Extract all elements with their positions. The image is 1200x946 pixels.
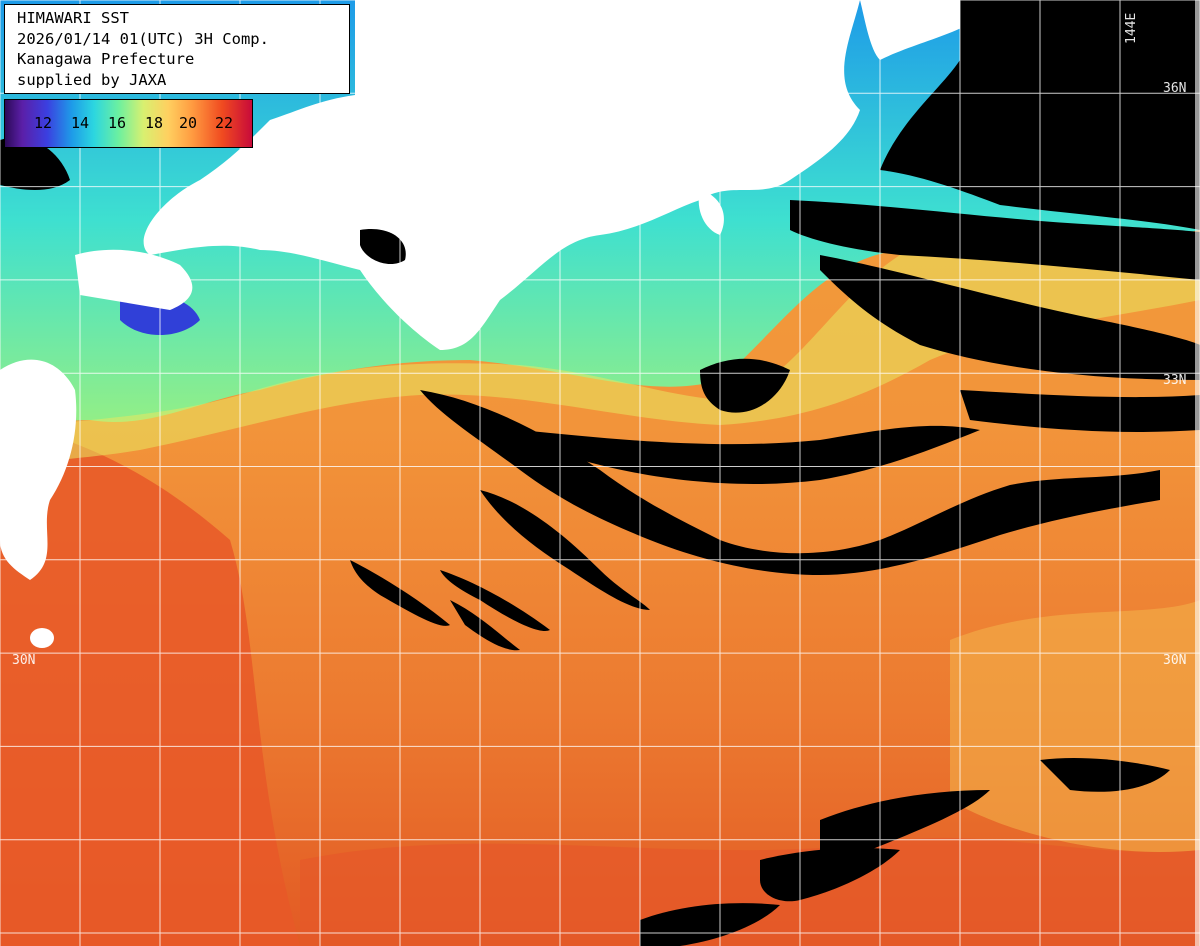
- cloud-streak-2: [440, 570, 550, 631]
- lat-label-33-left: 33: [12, 373, 28, 388]
- cloud-east-band-3: [960, 390, 1200, 432]
- cloud-southeast: [1040, 758, 1170, 792]
- lat-label-36n: 36N: [1163, 81, 1187, 96]
- lat-label-33n-right: 33N: [1163, 373, 1187, 388]
- color-scale-legend: 12 14 16 18 20 22: [4, 99, 253, 148]
- product-title: HIMAWARI SST: [17, 9, 129, 27]
- south-east-warm: [950, 600, 1200, 852]
- cloud-mid-band-1: [420, 390, 1160, 575]
- lat-label-30n-left: 30N: [12, 653, 36, 668]
- cloud-bay: [700, 358, 790, 413]
- cloud-west-edge: [0, 137, 70, 190]
- land-izu: [698, 190, 724, 235]
- info-box: HIMAWARI SST 2026/01/14 01(UTC) 3H Comp.…: [4, 4, 350, 94]
- legend-tick-18: 18: [144, 114, 164, 132]
- south-red-band: [300, 837, 1200, 946]
- lon-label-144e: 144E: [1124, 12, 1139, 44]
- cloud-south-2: [760, 848, 900, 902]
- cloud-south-1: [820, 790, 990, 865]
- right-edge: [1195, 0, 1200, 946]
- cloud-south-3: [640, 903, 780, 946]
- land-kyushu: [0, 359, 77, 580]
- kuroshio-red-band: [0, 420, 300, 946]
- cloud-mid-band-2: [520, 425, 980, 485]
- cloud-east-band-2: [820, 255, 1200, 380]
- publisher: Kanagawa Prefecture: [17, 50, 195, 68]
- legend-tick-22: 22: [214, 114, 234, 132]
- cloud-kii-east: [360, 229, 406, 265]
- cloud-streak-4: [450, 600, 520, 651]
- land-honshu: [143, 0, 860, 350]
- timestamp: 2026/01/14 01(UTC) 3H Comp.: [17, 29, 269, 48]
- land-kii: [385, 230, 470, 341]
- legend-tick-12: 12: [33, 114, 53, 132]
- data-source: supplied by JAXA: [17, 70, 167, 89]
- legend-tick-16: 16: [107, 114, 127, 132]
- cloud-east-band-1: [790, 200, 1200, 280]
- lat-label-30n-right: 30N: [1163, 653, 1187, 668]
- legend-tick-14: 14: [70, 114, 90, 132]
- legend-tick-20: 20: [178, 114, 198, 132]
- cloud-streak-1: [480, 490, 650, 610]
- lon-label-136e: 136E: [484, 12, 499, 44]
- land-yakushima: [30, 628, 54, 648]
